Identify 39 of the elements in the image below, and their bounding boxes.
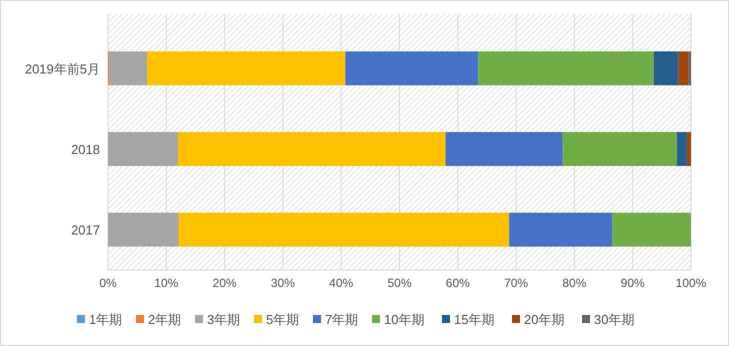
x-tick-label: 100% <box>676 276 707 290</box>
bar <box>108 132 178 166</box>
bar <box>686 132 691 166</box>
bar <box>345 51 478 86</box>
bar <box>178 132 446 166</box>
x-tick-label: 30% <box>270 276 296 290</box>
legend-label: 2年期 <box>148 312 182 327</box>
legend-label: 7年期 <box>325 312 358 327</box>
bar <box>478 51 654 86</box>
x-tick-label: 20% <box>212 276 237 290</box>
legend-label: 30年期 <box>594 312 634 327</box>
legend-label: 1年期 <box>89 312 122 327</box>
y-tick-label: 2017 <box>71 222 100 238</box>
bar <box>178 212 510 247</box>
x-tick-label: 70% <box>504 276 528 290</box>
x-tick-label: 60% <box>446 276 470 290</box>
bar <box>446 132 563 166</box>
legend-label: 3年期 <box>207 312 240 327</box>
legend-label: 20年期 <box>524 312 564 327</box>
x-tick-label: 50% <box>387 276 412 290</box>
x-tick-label: 10% <box>154 276 179 290</box>
bar <box>562 132 678 166</box>
x-tick-label: 80% <box>562 276 587 290</box>
bar <box>509 212 612 247</box>
legend-label: 10年期 <box>384 312 424 327</box>
bar <box>108 212 179 247</box>
x-tick-label: 40% <box>329 276 354 290</box>
bar <box>147 51 346 86</box>
x-tick-label: 0% <box>99 276 117 290</box>
y-tick-label: 2019年前5月 <box>24 61 100 76</box>
bar <box>109 51 148 86</box>
bar <box>654 51 678 86</box>
y-tick-label: 2018 <box>71 142 100 157</box>
x-tick-label: 90% <box>620 276 646 290</box>
bar <box>678 51 689 86</box>
legend-label: 15年期 <box>454 312 494 327</box>
bar <box>612 212 691 247</box>
legend-label: 5年期 <box>266 312 300 327</box>
bar <box>677 132 687 166</box>
